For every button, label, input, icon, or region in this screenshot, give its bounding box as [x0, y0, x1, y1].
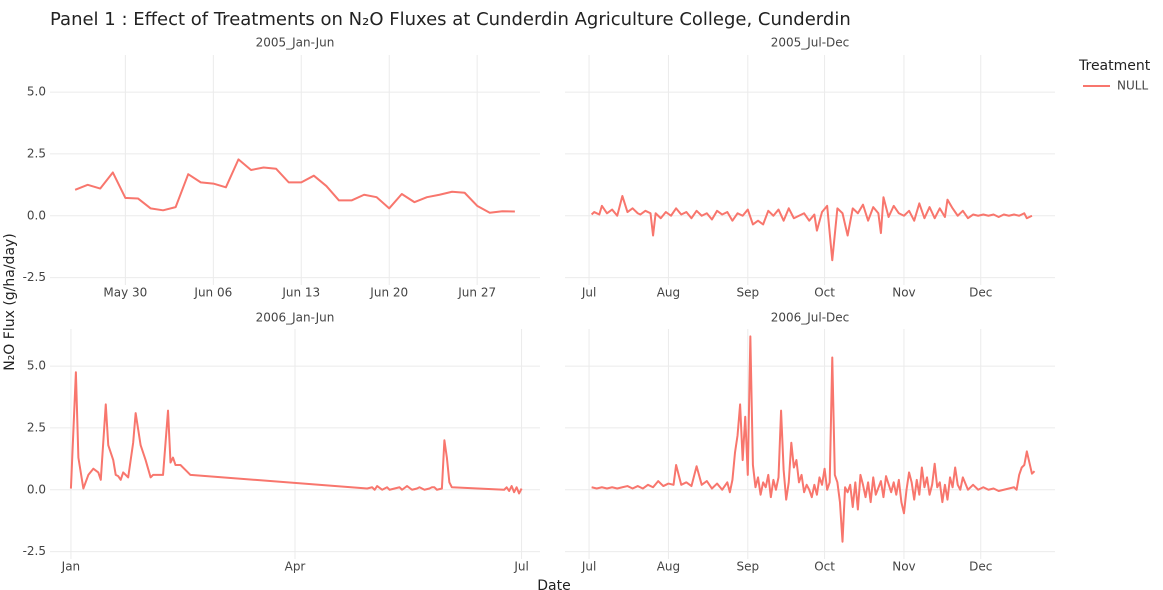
x-tick-label: Jun 27	[457, 286, 496, 300]
x-tick-label: Jun 06	[193, 286, 232, 300]
y-tick-label: -2.5	[23, 270, 46, 284]
x-tick-label: Nov	[892, 560, 915, 574]
y-tick-label: 0.0	[27, 482, 46, 496]
x-tick-label: Nov	[892, 286, 915, 300]
x-tick-label: Aug	[657, 560, 680, 574]
x-tick-label: May 30	[103, 286, 147, 300]
facet-label: 2005_Jan-Jun	[256, 36, 335, 50]
legend-label: NULL	[1117, 79, 1148, 93]
legend-title: Treatment	[1078, 58, 1151, 74]
x-tick-label: Jun 20	[369, 286, 408, 300]
y-axis-label: N₂O Flux (g/ha/day)	[2, 233, 18, 371]
y-tick-label: 5.0	[27, 359, 46, 373]
facet-label: 2006_Jan-Jun	[256, 311, 335, 325]
y-tick-label: 2.5	[27, 146, 46, 160]
y-tick-label: -2.5	[23, 544, 46, 558]
x-tick-label: Jun 13	[281, 286, 320, 300]
y-tick-label: 0.0	[27, 208, 46, 222]
data-line	[591, 335, 1036, 543]
data-line	[590, 194, 1033, 262]
chart-title: Panel 1 : Effect of Treatments on N₂O Fl…	[50, 9, 851, 30]
x-tick-label: Aug	[657, 286, 680, 300]
x-tick-label: Apr	[285, 560, 306, 574]
x-tick-label: Jul	[581, 286, 596, 300]
x-tick-label: Sep	[736, 286, 759, 300]
facet-label: 2005_Jul-Dec	[771, 36, 850, 50]
data-line	[69, 371, 523, 495]
x-tick-label: Jul	[581, 560, 596, 574]
y-tick-label: 5.0	[27, 85, 46, 99]
x-tick-label: Jul	[513, 560, 528, 574]
data-line	[74, 158, 515, 214]
x-tick-label: Oct	[814, 560, 835, 574]
x-tick-label: Dec	[969, 560, 992, 574]
x-tick-label: Dec	[969, 286, 992, 300]
x-tick-label: Sep	[736, 560, 759, 574]
y-tick-label: 2.5	[27, 420, 46, 434]
facet-label: 2006_Jul-Dec	[771, 311, 850, 325]
x-axis-label: Date	[537, 578, 570, 590]
x-tick-label: Jan	[61, 560, 81, 574]
x-tick-label: Oct	[814, 286, 835, 300]
